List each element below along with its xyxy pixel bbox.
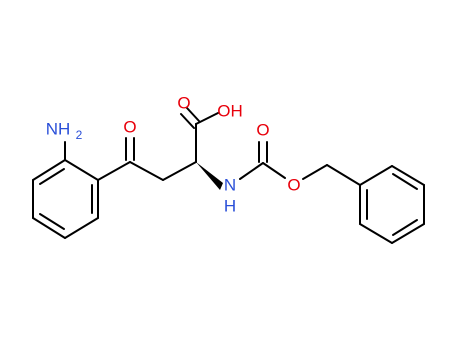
- atom-label: O: [256, 120, 269, 139]
- atom-label: OH: [217, 101, 243, 120]
- atom-labels: NH 2 O O OH N H O O: [46, 93, 301, 215]
- atom-label: NH: [46, 119, 71, 138]
- atom-subscript: 2: [76, 128, 83, 142]
- atom-label: N: [224, 175, 236, 194]
- atom-label: O: [287, 175, 300, 194]
- atom-label: O: [177, 93, 190, 112]
- atom-hydrogen: H: [224, 196, 236, 215]
- atom-label: O: [123, 117, 136, 136]
- bonds: [32, 107, 425, 244]
